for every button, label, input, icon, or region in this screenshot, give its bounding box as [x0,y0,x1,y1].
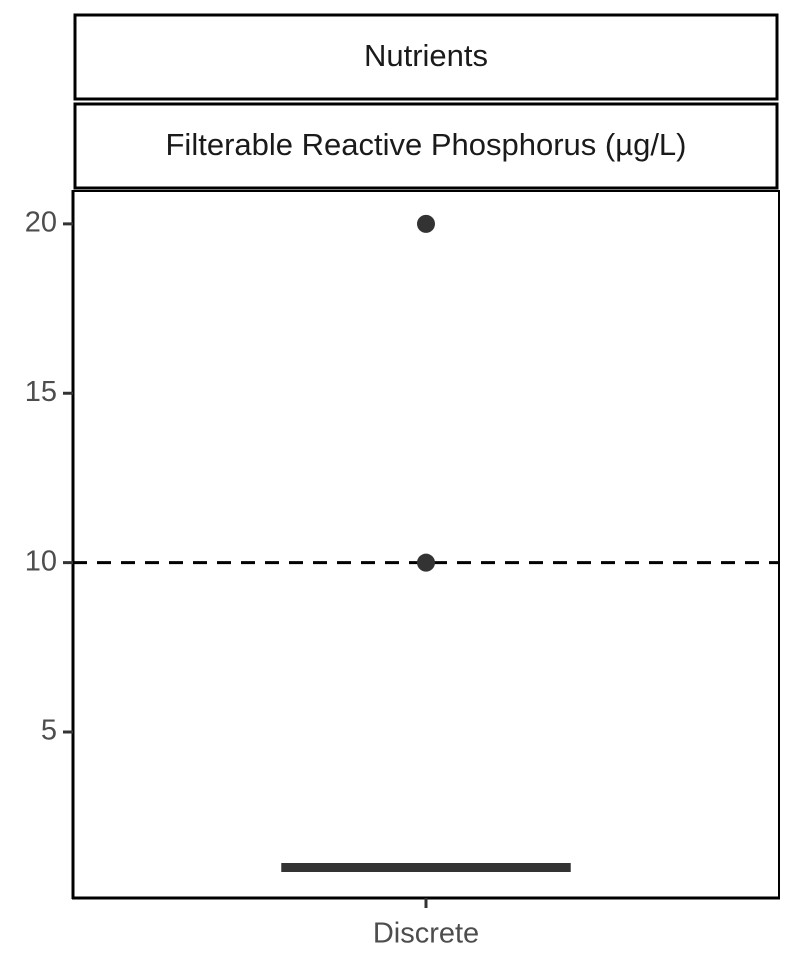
y-tick-label: 10 [25,545,57,577]
y-tick-label: 15 [25,376,57,408]
strip-box [73,102,779,190]
strip-label: Nutrients [364,38,488,73]
panel-border [72,190,780,899]
y-tick-label: 5 [41,715,57,747]
outlier [417,553,435,572]
outlier [417,214,435,233]
strip-label: Filterable Reactive Phosphorus (µg/L) [166,127,687,162]
x-tick-label: Discrete [373,918,479,950]
y-tick-label: 20 [25,207,57,239]
strip-box [73,13,779,101]
